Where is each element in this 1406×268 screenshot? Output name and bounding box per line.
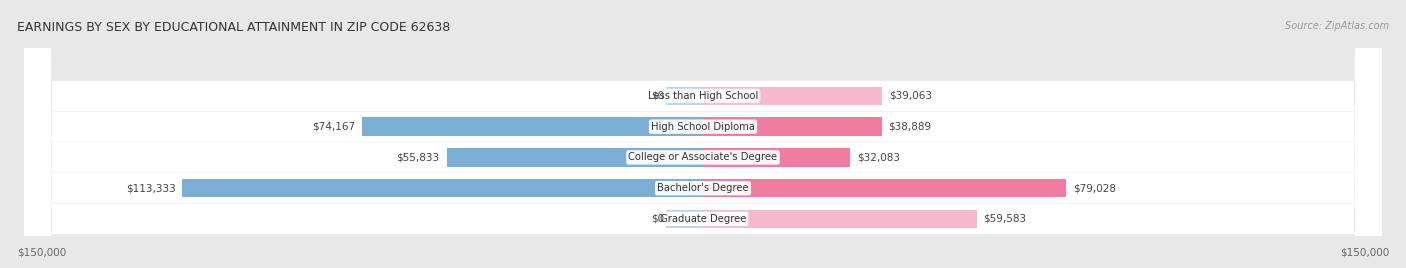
Bar [703, 179, 1066, 198]
Text: $113,333: $113,333 [125, 183, 176, 193]
Text: $74,167: $74,167 [312, 122, 356, 132]
Bar [703, 117, 882, 136]
Text: $39,063: $39,063 [890, 91, 932, 101]
Text: College or Associate's Degree: College or Associate's Degree [628, 152, 778, 162]
Bar [666, 87, 703, 105]
Bar [447, 148, 703, 167]
Text: EARNINGS BY SEX BY EDUCATIONAL ATTAINMENT IN ZIP CODE 62638: EARNINGS BY SEX BY EDUCATIONAL ATTAINMEN… [17, 21, 450, 35]
Text: $150,000: $150,000 [1340, 247, 1389, 257]
Text: $59,583: $59,583 [984, 214, 1026, 224]
Bar [703, 87, 883, 105]
Text: $38,889: $38,889 [889, 122, 932, 132]
Text: Source: ZipAtlas.com: Source: ZipAtlas.com [1285, 21, 1389, 31]
Text: $150,000: $150,000 [17, 247, 66, 257]
Bar [183, 179, 703, 198]
Bar [363, 117, 703, 136]
Text: High School Diploma: High School Diploma [651, 122, 755, 132]
Text: $0: $0 [651, 214, 664, 224]
FancyBboxPatch shape [24, 0, 1382, 268]
FancyBboxPatch shape [24, 0, 1382, 268]
Bar [666, 210, 703, 228]
FancyBboxPatch shape [24, 0, 1382, 268]
FancyBboxPatch shape [24, 0, 1382, 268]
Bar [703, 148, 851, 167]
Bar [703, 210, 977, 228]
Text: $0: $0 [651, 91, 664, 101]
Text: Less than High School: Less than High School [648, 91, 758, 101]
FancyBboxPatch shape [24, 0, 1382, 268]
Text: $32,083: $32,083 [858, 152, 900, 162]
Text: $55,833: $55,833 [396, 152, 440, 162]
Text: Graduate Degree: Graduate Degree [659, 214, 747, 224]
Text: Bachelor's Degree: Bachelor's Degree [657, 183, 749, 193]
Text: $79,028: $79,028 [1073, 183, 1116, 193]
